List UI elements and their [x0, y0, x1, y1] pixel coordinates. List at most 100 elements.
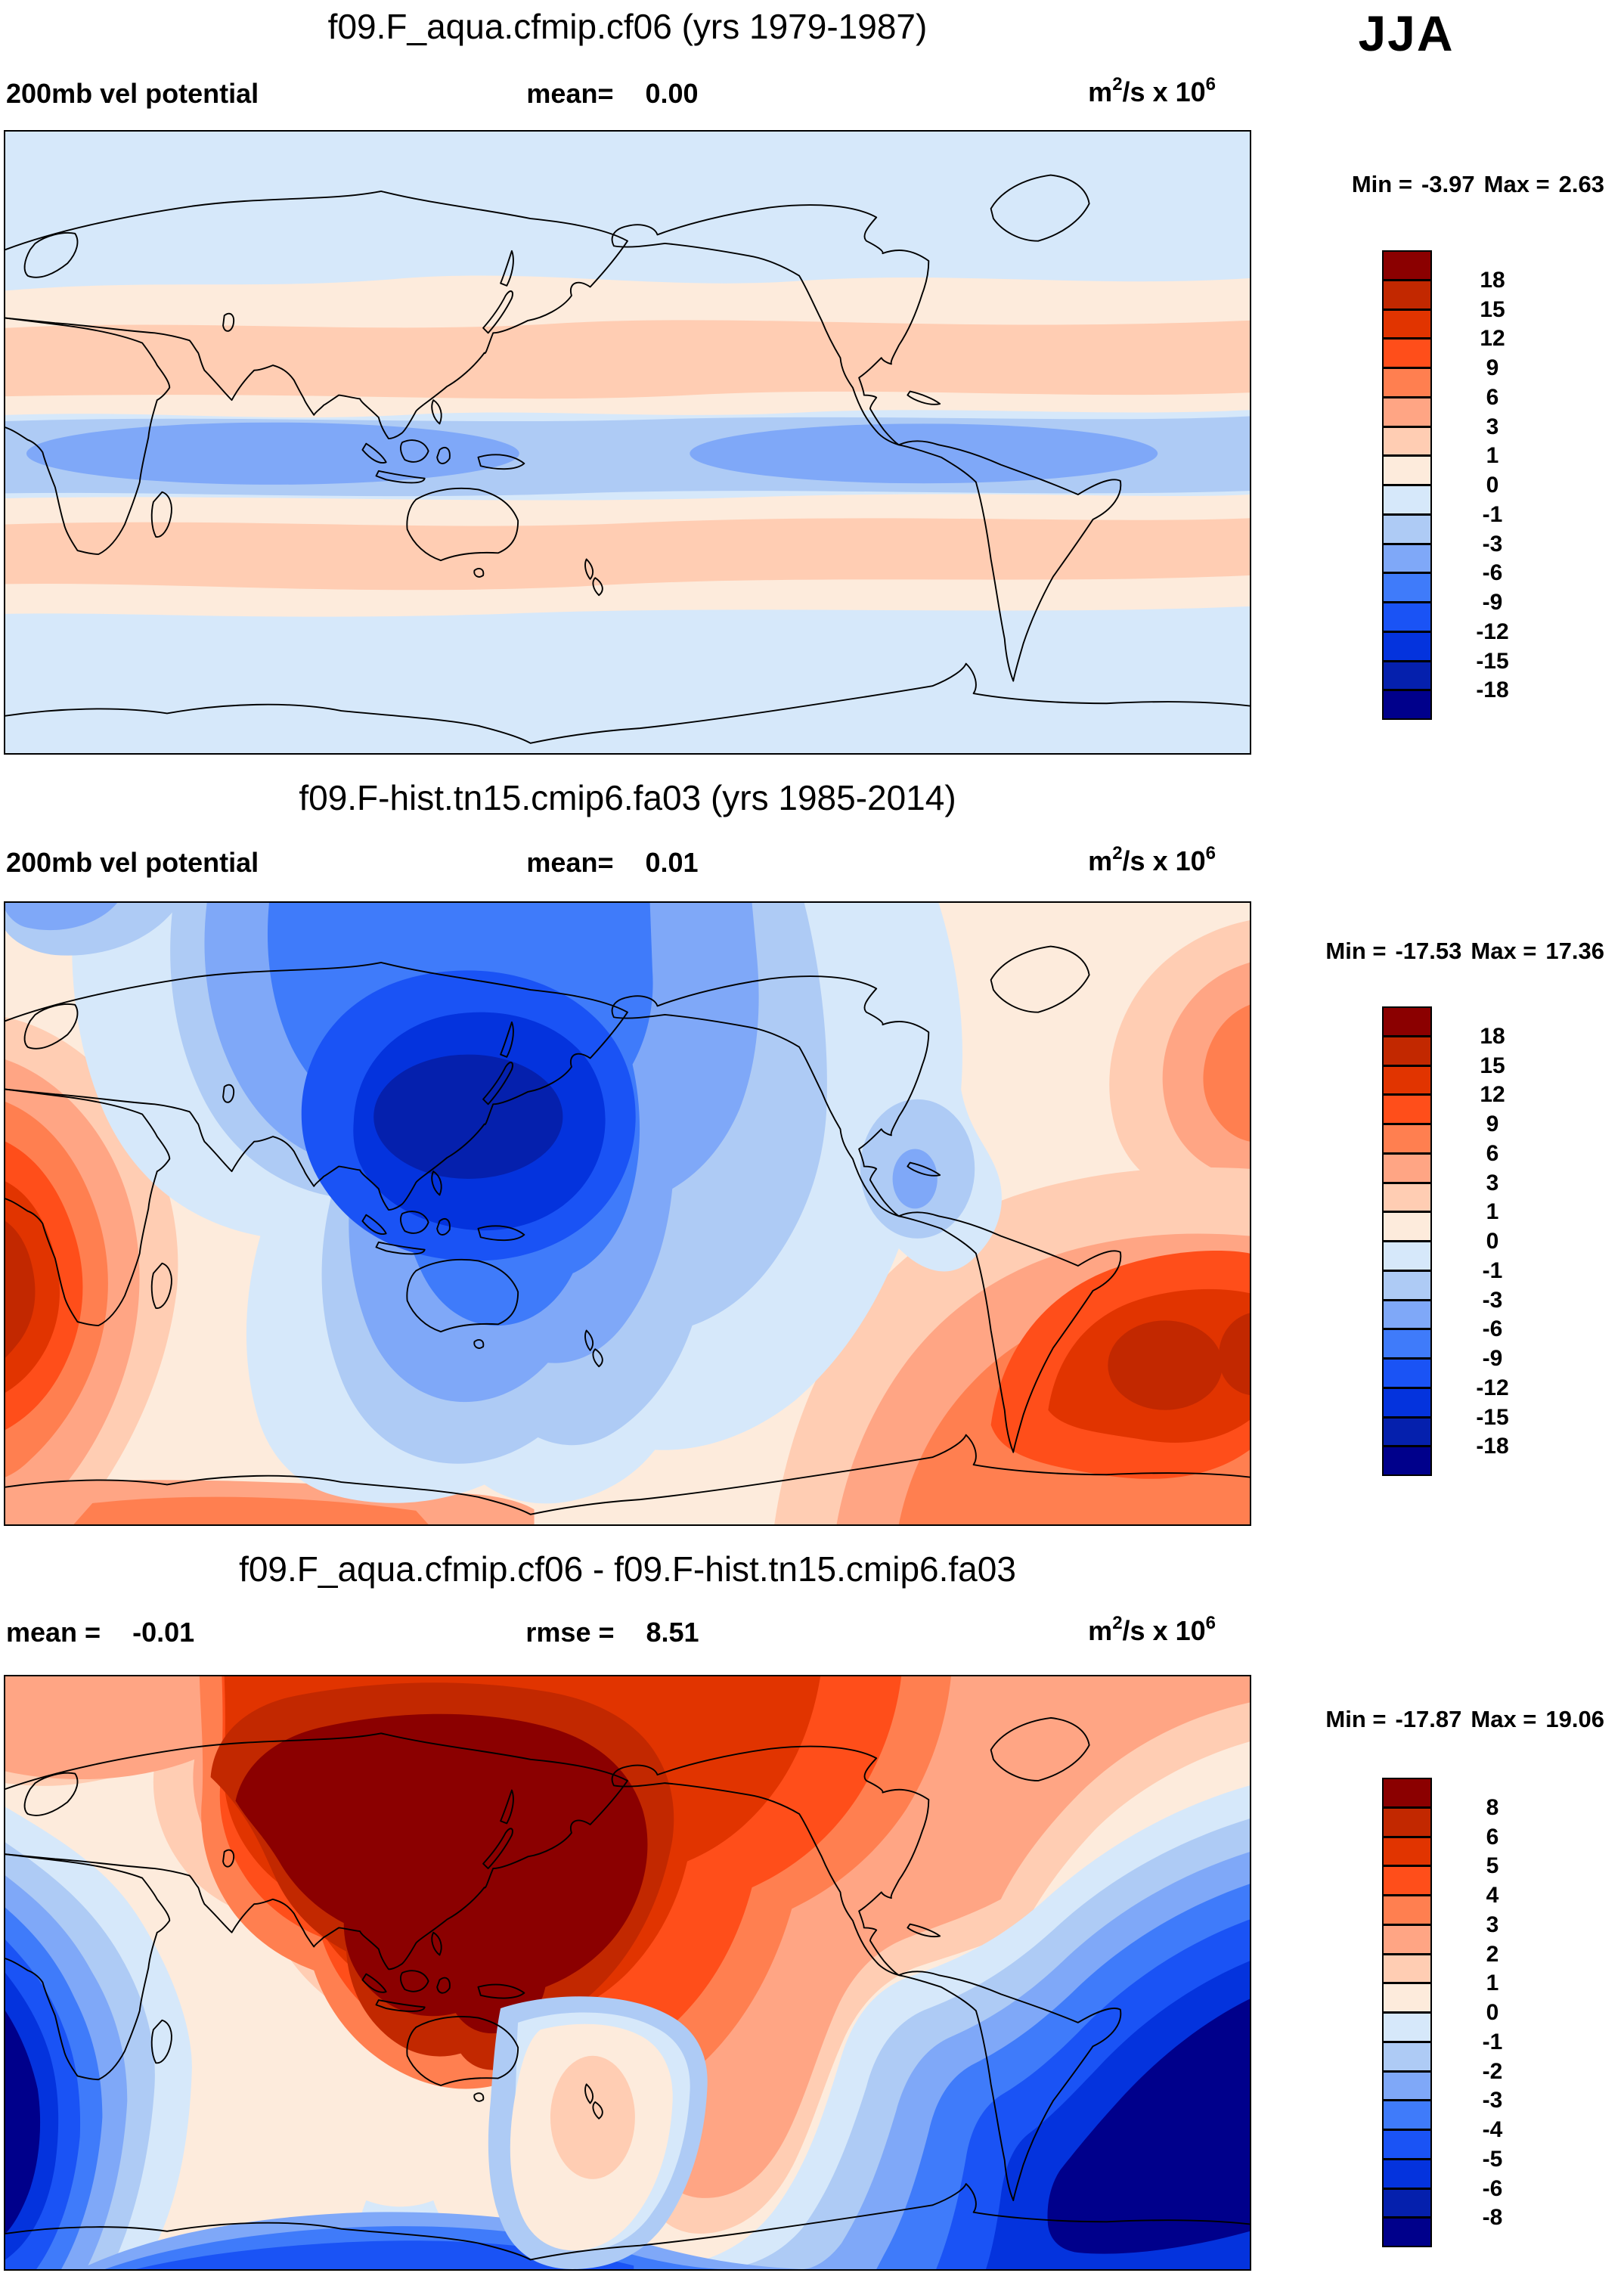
units-rest: /s x 10 [1122, 845, 1206, 876]
colorbar-box [1382, 1446, 1432, 1476]
colorbar-box [1382, 1387, 1432, 1418]
p2-cool-corner-2 [5, 903, 118, 931]
panel1-minmax: Min = -3.97 Max = 2.63 [1255, 171, 1604, 198]
colorbar-tick-label: -3 [1482, 1287, 1503, 1313]
colorbar-tick-label: 15 [1480, 1053, 1505, 1078]
p2-warm-natl-3 [1203, 1004, 1250, 1142]
colorbar-box [1382, 1358, 1432, 1388]
panel2-title: f09.F-hist.tn15.cmip6.fa03 (yrs 1985-201… [299, 778, 956, 817]
panel3-mean-value: -0.01 [132, 1617, 195, 1648]
panel2-mean-stat: mean= 0.01 [378, 847, 847, 879]
max-value: 2.63 [1558, 171, 1604, 197]
colorbar-tick-label: 4 [1486, 1883, 1499, 1908]
p2-warm-left-6 [5, 1220, 36, 1358]
colorbar-box [1382, 1983, 1432, 2013]
p1-blob-east-pacific [690, 423, 1158, 484]
colorbar-tick-label: -2 [1482, 2058, 1503, 2084]
colorbar-box [1382, 1152, 1432, 1183]
colorbar-box [1382, 631, 1432, 662]
colorbar-box [1382, 690, 1432, 720]
colorbar-panel-2: 18 15 12 9 6 3 1 0 -1 -3 -6 -9 -12 -15 -18 [1382, 1006, 1509, 1476]
units-exponent: 2 [1112, 843, 1123, 864]
colorbar-tick-label: 0 [1486, 2000, 1499, 2025]
colorbar-box [1382, 1806, 1432, 1837]
panel1-mean-value: 0.00 [645, 78, 699, 109]
colorbar-tick-label: 5 [1486, 1853, 1499, 1879]
colorbar-box [1382, 2158, 1432, 2189]
colorbar-tick-label: 9 [1486, 355, 1499, 380]
colorbar-tick-label: 3 [1486, 1170, 1499, 1195]
colorbar-box [1382, 2100, 1432, 2130]
panel3-mean-stat: mean = -0.01 [6, 1617, 194, 1648]
map-panel-3 [4, 1675, 1251, 2271]
p1-blob-indian-pacific [26, 422, 519, 485]
units-rest: /s x 10 [1122, 1615, 1206, 1646]
colorbar-tick-label: -18 [1476, 678, 1509, 703]
p3-cool-right-core [1047, 1998, 1250, 2254]
colorbar-tick-label: 15 [1480, 296, 1505, 322]
max-value: 19.06 [1545, 1706, 1604, 1732]
colorbar-tick-label: 2 [1486, 1941, 1499, 1967]
colorbar-box [1382, 2129, 1432, 2160]
colorbar-box [1382, 1895, 1432, 1925]
panel1-title: f09.F_aqua.cfmip.cf06 (yrs 1979-1987) [327, 7, 928, 46]
colorbar-box [1382, 1182, 1432, 1213]
colorbar-box [1382, 602, 1432, 632]
units-base: m [1088, 845, 1113, 876]
map-panel-1-svg [5, 132, 1250, 753]
colorbar-tick-label: 12 [1480, 326, 1505, 352]
colorbar-box [1382, 513, 1432, 544]
colorbar-tick-label: 18 [1480, 1023, 1505, 1049]
colorbar-box [1382, 367, 1432, 398]
units-base: m [1088, 76, 1113, 107]
colorbar-box [1382, 1865, 1432, 1896]
colorbar-tick-label: -3 [1482, 531, 1503, 557]
colorbar-tick-label: -6 [1482, 1316, 1503, 1342]
panel2-field-label: 200mb vel potential [6, 847, 259, 878]
panel3-rmse-stat: rmse = 8.51 [378, 1617, 847, 1648]
colorbar-box [1382, 1006, 1432, 1037]
colorbar-box [1382, 455, 1432, 485]
panel3-title: f09.F_aqua.cfmip.cf06 - f09.F-hist.tn15.… [239, 1549, 1016, 1589]
colorbar-tick-label: 1 [1486, 443, 1499, 469]
colorbar-panel-1: 18 15 12 9 6 3 1 0 -1 -3 -6 -9 -12 -15 -18 [1382, 250, 1509, 720]
colorbar-tick-label: 18 [1480, 267, 1505, 293]
panel1-units: m2/s x 106 [907, 74, 1216, 108]
colorbar-box [1382, 543, 1432, 574]
colorbar-tick-label: -4 [1482, 2117, 1503, 2142]
map-panel-1 [4, 130, 1251, 755]
colorbar-tick-label: -18 [1476, 1434, 1509, 1459]
colorbar-tick-label: -6 [1482, 560, 1503, 586]
colorbar-tick-label: 3 [1486, 1912, 1499, 1937]
min-label: Min = [1325, 1706, 1387, 1732]
p2-warm-right-edge-core [1218, 1313, 1250, 1396]
colorbar-box [1382, 1124, 1432, 1154]
colorbar-box [1382, 2070, 1432, 2101]
colorbar-tick-label: -15 [1476, 648, 1509, 674]
colorbar-box [1382, 2041, 1432, 2072]
colorbar-tick-label: 1 [1486, 1199, 1499, 1225]
colorbar-box [1382, 279, 1432, 310]
min-value: -3.97 [1421, 171, 1475, 197]
min-label: Min = [1325, 938, 1387, 964]
colorbar-box [1382, 1778, 1432, 1808]
colorbar-tick-label: 6 [1486, 1140, 1499, 1166]
colorbar-box [1382, 572, 1432, 603]
colorbar-box [1382, 660, 1432, 691]
panel1-field-label: 200mb vel potential [6, 78, 259, 109]
colorbar-tick-label: -5 [1482, 2146, 1503, 2172]
units-exponent-2: 6 [1205, 74, 1216, 95]
colorbar-tick-label: 6 [1486, 384, 1499, 410]
colorbar-box [1382, 1094, 1432, 1124]
max-label: Max = [1483, 171, 1550, 197]
colorbar-tick-label: 0 [1486, 473, 1499, 498]
p2-warm-bottom-band-2 [73, 1496, 429, 1524]
panel2-units: m2/s x 106 [907, 843, 1216, 877]
p1-band-nh-salmon [5, 320, 1250, 399]
season-label: JJA [1358, 5, 1455, 61]
units-exponent-2: 6 [1205, 843, 1216, 864]
colorbar-box [1382, 1299, 1432, 1330]
colorbar-box [1382, 485, 1432, 515]
colorbar-box [1382, 426, 1432, 457]
